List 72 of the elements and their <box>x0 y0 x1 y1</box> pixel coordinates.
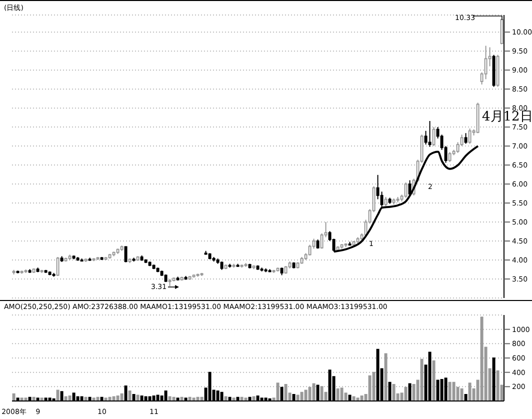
candlestick <box>384 196 388 207</box>
candlestick <box>464 132 468 144</box>
bar <box>200 396 204 401</box>
bar <box>128 390 132 401</box>
bar <box>420 358 424 401</box>
bar <box>68 395 72 401</box>
bar <box>92 398 96 401</box>
candlestick <box>424 130 428 146</box>
bar <box>384 353 388 401</box>
bar <box>432 360 436 401</box>
candlestick <box>320 232 324 250</box>
candlestick <box>484 45 488 80</box>
candlestick <box>432 126 436 147</box>
bar <box>340 388 344 401</box>
bar <box>244 398 248 401</box>
bar <box>448 382 452 401</box>
bar <box>452 382 456 401</box>
bar <box>300 392 304 401</box>
bar <box>24 398 28 401</box>
bar <box>20 398 24 401</box>
bar <box>136 394 140 401</box>
bar <box>284 384 288 401</box>
bar <box>368 375 372 401</box>
candlestick <box>56 256 60 276</box>
annotation: 4月12日 <box>482 109 532 124</box>
candlestick <box>404 182 408 198</box>
bar <box>32 396 36 401</box>
candlestick <box>124 246 128 263</box>
bar <box>372 372 376 401</box>
bar <box>240 396 244 401</box>
bar <box>108 396 112 401</box>
bar <box>460 388 464 401</box>
bar <box>120 393 124 401</box>
bar <box>40 398 44 401</box>
bar <box>312 383 316 401</box>
bar <box>252 396 256 401</box>
bar <box>192 398 196 401</box>
bar <box>404 386 408 401</box>
bar <box>392 384 396 401</box>
bar <box>172 396 176 401</box>
bar <box>64 396 68 401</box>
bar <box>196 396 200 401</box>
bar <box>96 396 100 401</box>
candlestick <box>448 152 452 163</box>
bar <box>296 394 300 401</box>
bar <box>320 386 324 401</box>
bar <box>180 396 184 401</box>
bar <box>12 393 16 401</box>
bar <box>308 386 312 401</box>
candlestick <box>428 120 432 148</box>
bar <box>480 316 484 401</box>
bar <box>360 395 364 401</box>
bar <box>168 396 172 401</box>
bar <box>496 370 500 401</box>
bar <box>352 396 356 401</box>
bar <box>56 390 60 401</box>
bar <box>468 382 472 401</box>
bar <box>304 390 308 401</box>
bar <box>116 395 120 401</box>
candlestick <box>380 191 384 208</box>
bar <box>224 396 228 401</box>
bar <box>276 382 280 401</box>
bar <box>356 398 360 401</box>
candlestick <box>408 180 412 196</box>
bar <box>232 398 236 401</box>
bar <box>188 396 192 401</box>
bar <box>104 398 108 401</box>
candlestick <box>308 244 312 256</box>
candlestick <box>468 128 472 144</box>
bar <box>84 396 88 401</box>
bar <box>112 396 116 401</box>
bar <box>336 388 340 401</box>
